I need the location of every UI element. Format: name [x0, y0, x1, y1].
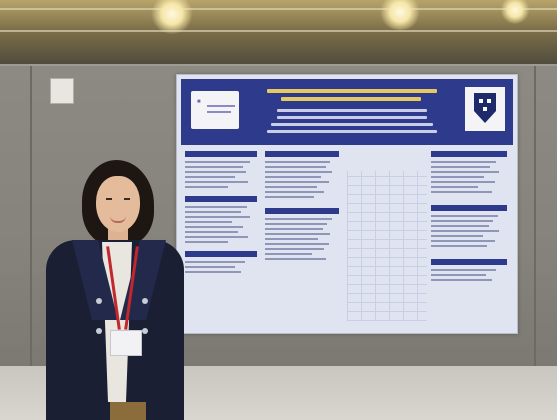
person-eye — [124, 198, 130, 200]
wall-outlet — [50, 78, 74, 104]
ceiling — [0, 0, 557, 66]
shield-icon — [474, 93, 496, 123]
ceiling-truss — [0, 8, 557, 10]
poster-title-line — [281, 97, 421, 101]
poster-data-table — [347, 171, 427, 321]
person-eye — [106, 198, 112, 200]
ceiling-light — [500, 0, 530, 24]
poster-header: ■ — [181, 79, 513, 145]
wall-seam — [30, 66, 32, 366]
poster-author-line — [277, 109, 427, 112]
ceiling-light — [150, 0, 194, 34]
poster-column-4 — [431, 151, 507, 284]
poster-title-line — [267, 89, 437, 93]
person-smile — [110, 216, 126, 223]
jacket-button — [142, 328, 148, 334]
name-badge — [110, 330, 142, 356]
poster-column-2 — [265, 151, 339, 263]
research-poster: ■ — [176, 74, 518, 334]
jacket-button — [96, 328, 102, 334]
poster-affiliation-line — [267, 130, 437, 133]
jacket-button — [96, 298, 102, 304]
poster-affiliation-line — [271, 123, 433, 126]
wall-seam — [534, 66, 536, 366]
presenter-person — [38, 150, 188, 420]
person-face — [96, 176, 140, 232]
jacket-button — [142, 298, 148, 304]
poster-logo-left: ■ — [191, 91, 239, 129]
poster-author-line — [277, 116, 427, 119]
ceiling-truss — [0, 30, 557, 32]
ceiling-light — [378, 0, 422, 30]
poster-logo-right — [465, 87, 505, 131]
poster-column-1 — [185, 151, 257, 276]
person-skirt — [110, 402, 146, 420]
